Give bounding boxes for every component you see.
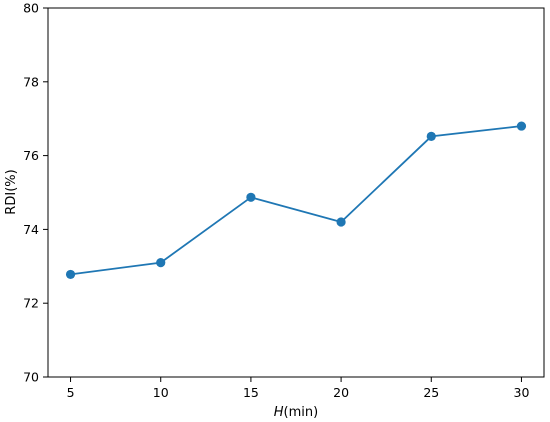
x-axis-label-unit: (min)	[284, 405, 319, 420]
data-point	[65, 269, 76, 280]
data-point	[246, 192, 256, 202]
y-tick-label: 70	[23, 370, 39, 385]
y-tick-label: 76	[23, 148, 39, 163]
x-tick-label: 20	[333, 385, 349, 400]
axes-frame	[47, 7, 545, 378]
data-point	[336, 217, 346, 227]
y-tick-label: 72	[23, 296, 39, 311]
data-point	[516, 121, 527, 131]
x-tick-label: 10	[153, 385, 169, 400]
x-tick-label: 25	[423, 385, 439, 400]
x-axis-label-italic: H	[274, 405, 284, 420]
x-tick-label: 15	[243, 385, 259, 400]
y-tick-label: 78	[23, 74, 39, 89]
series-line	[70, 125, 522, 276]
y-tick-label: 74	[23, 222, 39, 237]
series-group	[65, 121, 527, 280]
y-axis-label: RDI(%)	[4, 169, 19, 214]
y-tick-label: 80	[23, 1, 39, 16]
x-axis-label: H(min)	[274, 405, 318, 420]
y-axis: 70 72 74 76 78 80	[23, 1, 48, 385]
plot-area	[47, 7, 545, 378]
x-tick-label: 30	[514, 385, 530, 400]
x-axis: 5 10 15 20 25 30	[67, 377, 530, 400]
data-point	[426, 131, 436, 142]
x-tick-label: 5	[67, 385, 75, 400]
data-point	[156, 258, 166, 268]
